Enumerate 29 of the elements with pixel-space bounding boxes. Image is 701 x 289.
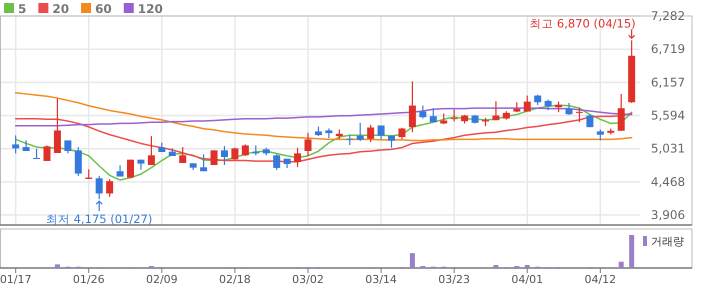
y-tick-label: 4,468	[650, 174, 686, 189]
x-tick-label: 03/14	[365, 273, 397, 286]
y-tick-label: 7,282	[650, 9, 686, 23]
legend-label: 5	[18, 2, 26, 16]
bar	[54, 264, 60, 268]
legend-label: 거래량	[651, 235, 684, 248]
bar	[493, 265, 498, 268]
bar	[410, 253, 415, 268]
x-tick-label: 02/18	[219, 273, 251, 286]
bar	[629, 235, 634, 268]
y-tick-label: 5,031	[650, 142, 686, 156]
y-tick-label: 5,594	[650, 108, 686, 123]
bar	[524, 265, 530, 268]
x-tick-label: 02/09	[146, 273, 178, 286]
x-tick-label: 04/01	[511, 273, 544, 286]
y-tick-label: 3,906	[650, 208, 686, 222]
y-tick-label: 6,157	[650, 75, 686, 90]
x-tick-label: 03/23	[438, 273, 470, 286]
x-tick-label: 01/26	[72, 273, 105, 286]
annotation: 최저 4,175 (01/27)	[46, 212, 152, 226]
annotation: 최고 6,870 (04/15)	[529, 16, 636, 30]
y-tick-label: 6,719	[650, 42, 686, 56]
legend-label: 120	[138, 2, 163, 16]
legend-label: 20	[52, 2, 70, 16]
x-tick-label: 03/02	[292, 273, 324, 286]
legend-label: 60	[95, 2, 112, 16]
x-tick-label: 04/12	[584, 273, 616, 286]
bar	[618, 262, 624, 268]
x-tick-label: 01/17	[0, 273, 32, 286]
